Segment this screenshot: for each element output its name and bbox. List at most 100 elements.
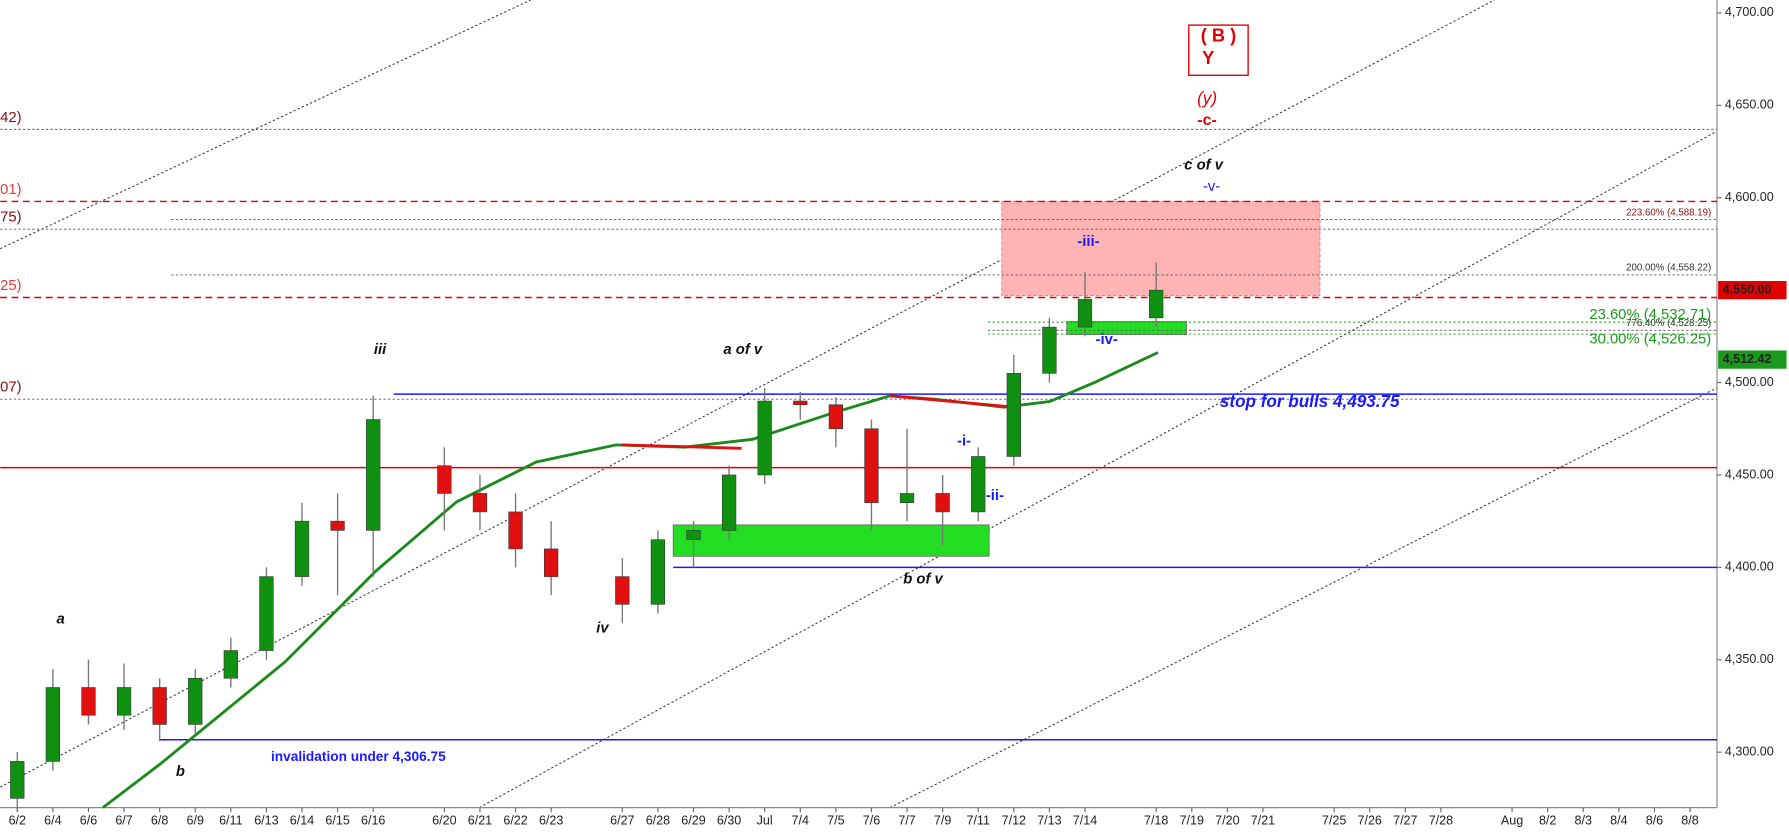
x-tick-label: 6/20	[432, 814, 456, 828]
candle-body	[793, 400, 808, 406]
level-label: 25)	[0, 278, 21, 294]
x-tick-label: 8/3	[1575, 814, 1592, 828]
x-tick-label: 8/8	[1681, 814, 1698, 828]
candle-body	[508, 511, 523, 550]
candle-body	[10, 761, 25, 799]
x-tick-label: 6/29	[681, 814, 705, 828]
x-tick-label: 7/11	[966, 814, 989, 828]
candle-body	[971, 456, 986, 513]
x-tick-label: 6/15	[325, 814, 349, 828]
x-tick-label: 6/8	[151, 814, 168, 828]
y-tick-label: 4,650.00	[1725, 98, 1774, 112]
annotation: Y	[1202, 47, 1214, 68]
candle-body	[935, 493, 950, 513]
candle-body	[1149, 289, 1164, 319]
zone	[1001, 201, 1321, 297]
price-marker	[1718, 281, 1787, 300]
annotation: c of v	[1184, 157, 1223, 173]
price-marker-label: 4,512.42	[1723, 352, 1772, 366]
x-tick-label: 8/4	[1610, 814, 1627, 828]
x-tick-label: 6/14	[290, 814, 314, 828]
x-tick-label: 7/6	[863, 814, 880, 828]
x-tick-label: 6/30	[717, 814, 741, 828]
annotation: a	[57, 611, 65, 627]
candle-body	[864, 428, 879, 503]
candle-body	[899, 493, 915, 503]
annotation: stop for bulls 4,493.75	[1220, 392, 1400, 411]
price-marker	[1718, 350, 1787, 369]
level-right-label: 200.00% (4,558.22)	[1626, 263, 1711, 274]
x-tick-label: 7/21	[1251, 814, 1275, 828]
candle-body	[1042, 326, 1057, 374]
x-tick-label: 6/7	[115, 814, 132, 828]
annotation: invalidation under 4,306.75	[271, 749, 446, 764]
x-tick-label: 7/7	[898, 814, 915, 828]
x-tick-label: 8/2	[1539, 814, 1556, 828]
x-tick-label: 6/22	[503, 814, 527, 828]
candle-body	[721, 474, 737, 531]
channel-line	[889, 387, 1718, 809]
x-tick-label: 7/12	[1002, 814, 1026, 828]
x-tick-label: 7/9	[934, 814, 951, 828]
x-tick-label: 6/16	[361, 814, 385, 828]
annotation: a of v	[723, 342, 762, 358]
level-label: 01)	[0, 182, 21, 198]
annotation: -ii-	[986, 488, 1004, 504]
candle-body	[1077, 299, 1093, 328]
x-tick-label: 6/4	[44, 814, 61, 828]
y-tick-label: 4,350.00	[1725, 652, 1774, 666]
annotation: -c-	[1197, 112, 1217, 129]
x-tick-label: 6/23	[539, 814, 563, 828]
x-tick-label: 7/5	[827, 814, 844, 828]
moving-average	[101, 351, 1159, 809]
annotation: (y)	[1197, 89, 1217, 108]
annotation: -v-	[1203, 179, 1220, 195]
y-tick-label: 4,600.00	[1725, 190, 1774, 204]
annotation: b of v	[903, 571, 943, 587]
candle-body	[188, 677, 203, 725]
annotation: -iii-	[1077, 234, 1099, 250]
candle-body	[294, 520, 310, 577]
candle-body	[615, 576, 630, 605]
x-tick-label: 6/2	[9, 814, 26, 828]
moving-average-red	[621, 394, 1016, 450]
level-label: 07)	[0, 380, 21, 396]
level-right-label: 223.60% (4,588.19)	[1626, 207, 1711, 218]
annotation: ( B )	[1201, 24, 1236, 45]
y-tick-label: 4,300.00	[1725, 744, 1774, 758]
candle-body	[1006, 373, 1021, 457]
candle-body	[757, 400, 772, 476]
x-tick-label: 7/25	[1322, 814, 1346, 828]
candle-body	[828, 404, 843, 430]
y-tick-label: 4,700.00	[1725, 5, 1774, 19]
candle-body	[81, 687, 96, 716]
candle-body	[544, 548, 559, 577]
x-tick-label: 6/27	[610, 814, 634, 828]
x-tick-label: 6/11	[219, 814, 242, 828]
y-tick-label: 4,400.00	[1725, 560, 1774, 574]
y-tick-label: 4,500.00	[1725, 375, 1774, 389]
channel-line	[0, 0, 531, 250]
x-tick-label: 7/20	[1215, 814, 1239, 828]
x-tick-label: 7/26	[1358, 814, 1382, 828]
x-tick-label: 7/19	[1180, 814, 1204, 828]
candle-body	[366, 419, 381, 531]
x-tick-label: 7/28	[1429, 814, 1453, 828]
x-tick-label: 7/27	[1393, 814, 1417, 828]
wave-box	[1188, 24, 1249, 76]
x-tick-label: 6/21	[468, 814, 492, 828]
annotation: -i-	[957, 433, 971, 449]
candle-body	[686, 530, 701, 540]
annotation: b	[176, 764, 185, 780]
candle-body	[116, 687, 132, 716]
y-tick-label: 4,450.00	[1725, 467, 1774, 481]
level-label: 42)	[0, 110, 21, 126]
x-tick-label: Jul	[757, 814, 773, 828]
annotation: iii	[374, 342, 387, 358]
annotation: -iv-	[1096, 332, 1118, 348]
price-marker-label: 4,550.00	[1723, 282, 1772, 296]
candle-body	[45, 687, 61, 762]
x-tick-label: 7/14	[1073, 814, 1097, 828]
x-tick-label: 8/6	[1646, 814, 1663, 828]
x-tick-label: 7/18	[1144, 814, 1168, 828]
